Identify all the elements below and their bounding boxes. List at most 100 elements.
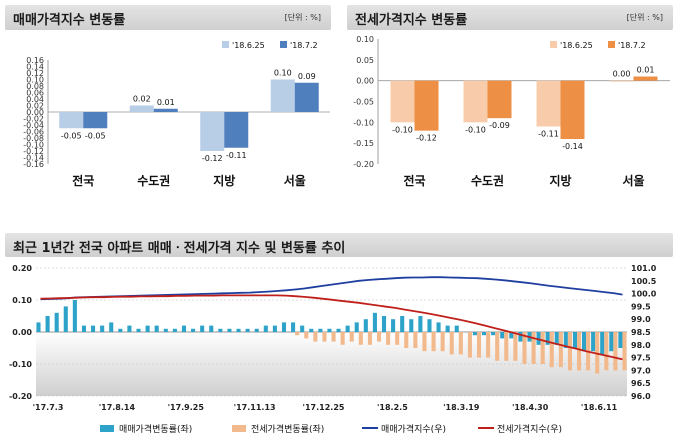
- y-tick-label: 0.00: [26, 108, 44, 117]
- left-tick-label: 0.20: [12, 264, 32, 273]
- sale-change-bar: [291, 322, 296, 332]
- sale-change-bar: [227, 328, 232, 332]
- y-tick-label: 0.16: [26, 56, 44, 65]
- legend-swatch: [280, 41, 287, 48]
- sale-change-bar: [154, 325, 159, 332]
- sale-change-bar: [609, 332, 614, 352]
- sale-change-bar: [172, 328, 177, 332]
- bar-value-label: -0.09: [489, 121, 510, 130]
- sale-change-bar: [191, 328, 196, 332]
- legend-swatch: [100, 425, 114, 432]
- jeonse-change-bar: [313, 332, 318, 342]
- bar-1-3: [294, 82, 319, 112]
- sale-change-bar: [409, 319, 414, 332]
- bar-value-label: 0.02: [133, 95, 151, 104]
- bar-value-label: 0.10: [274, 69, 292, 78]
- category-label: 전국: [72, 173, 94, 188]
- sale-change-bar: [100, 325, 105, 332]
- x-tick-label: '17.12.25: [303, 403, 345, 412]
- sale-change-bar: [563, 332, 568, 348]
- category-label: 지방: [549, 173, 571, 188]
- y-tick-label: -0.12: [23, 147, 44, 156]
- sale-panel-title: 매매가격지수 변동률: [13, 13, 126, 28]
- bar-value-label: 0.09: [298, 72, 316, 81]
- jeonse-change-bar: [458, 332, 463, 355]
- sale-change-bar: [436, 322, 441, 332]
- jeonse-change-bar: [540, 332, 545, 364]
- y-tick-label: -0.06: [23, 128, 44, 137]
- right-tick-label: 98.0: [631, 341, 651, 350]
- y-tick-label: 0.10: [356, 35, 374, 44]
- y-tick-label: -0.02: [23, 115, 44, 124]
- sale-change-bar: [327, 328, 332, 332]
- jeonse-change-bar: [531, 332, 536, 364]
- jeonse-change-bar: [476, 332, 482, 358]
- sale-change-bar: [372, 312, 377, 332]
- jeonse-change-bar: [358, 332, 363, 345]
- jeonse-change-bar: [613, 332, 618, 371]
- category-label: 서울: [284, 173, 306, 188]
- sale-change-bar: [72, 300, 77, 332]
- sale-change-bar: [236, 328, 241, 332]
- right-tick-label: 101.0: [631, 264, 657, 273]
- left-tick-label: 0.10: [12, 296, 32, 305]
- bar-1-0: [83, 112, 108, 129]
- jeonse-change-bar: [567, 332, 572, 371]
- right-tick-label: 100.0: [631, 290, 657, 299]
- sale-panel-unit: [단위 : %]: [284, 13, 321, 22]
- bar-0-2: [200, 112, 225, 151]
- right-tick-label: 99.0: [631, 315, 651, 324]
- jeonse-change-bar: [440, 332, 445, 352]
- sale-change-bar: [572, 332, 577, 348]
- jeonse-change-bar: [331, 332, 336, 342]
- right-tick-label: 99.5: [631, 302, 651, 311]
- bar-1-0: [414, 80, 439, 131]
- jeonse-change-bar: [395, 332, 400, 345]
- bar-0-1: [129, 105, 154, 112]
- sale-change-bar: [363, 319, 368, 332]
- sale-change-bar: [618, 332, 623, 348]
- bar-value-label: 0.00: [613, 70, 631, 79]
- x-tick-label: '17.7.3: [33, 403, 64, 412]
- sale-change-bar: [418, 316, 423, 332]
- sale-change-bar: [145, 325, 150, 332]
- sale-change-bar: [400, 316, 405, 332]
- sale-change-bar: [591, 332, 596, 352]
- sale-change-chart: 0.160.140.120.100.080.060.040.020.00-0.0…: [23, 41, 330, 188]
- sale-change-bar: [272, 325, 277, 332]
- bar-value-label: -0.11: [538, 130, 559, 139]
- y-tick-label: 0.14: [26, 63, 44, 72]
- jeonse-panel-title: 전세가격지수 변동률: [355, 13, 468, 28]
- right-tick-label: 97.5: [631, 354, 651, 363]
- y-tick-label: 0.04: [26, 95, 44, 104]
- jeonse-change-bar: [431, 332, 436, 352]
- x-tick-label: '17.9.25: [168, 403, 205, 412]
- jeonse-change-bar: [549, 332, 554, 368]
- bar-0-2: [536, 80, 561, 127]
- jeonse-change-bar: [622, 332, 627, 371]
- jeonse-panel-header: 전세가격지수 변동률 [단위 : %]: [347, 5, 673, 30]
- jeonse-change-bar: [504, 332, 509, 361]
- sale-change-bar: [391, 319, 396, 332]
- category-label: 수도권: [471, 174, 504, 188]
- bar-1-2: [560, 80, 585, 139]
- bar-1-1: [153, 108, 178, 112]
- jeonse-change-bar: [522, 332, 527, 364]
- jeonse-change-bar: [486, 332, 491, 358]
- jeonse-change-bar: [413, 332, 418, 348]
- sale-change-bar: [218, 328, 223, 332]
- sale-change-bar: [36, 322, 41, 332]
- jeonse-index-line: [40, 294, 623, 361]
- legend-label: '18.6.25: [232, 41, 265, 50]
- bar-0-1: [463, 80, 488, 123]
- sale-change-bar: [281, 322, 287, 332]
- bar-0-3: [609, 80, 634, 82]
- legend-label: 전세가격지수(우): [497, 423, 562, 435]
- right-tick-label: 96.5: [631, 379, 651, 388]
- sale-change-bar: [163, 328, 168, 332]
- y-tick-label: -0.04: [23, 121, 44, 130]
- bar-0-3: [270, 79, 295, 112]
- jeonse-change-bar: [576, 332, 582, 371]
- jeonse-change-bar: [404, 332, 409, 348]
- left-tick-label: -0.20: [9, 392, 32, 401]
